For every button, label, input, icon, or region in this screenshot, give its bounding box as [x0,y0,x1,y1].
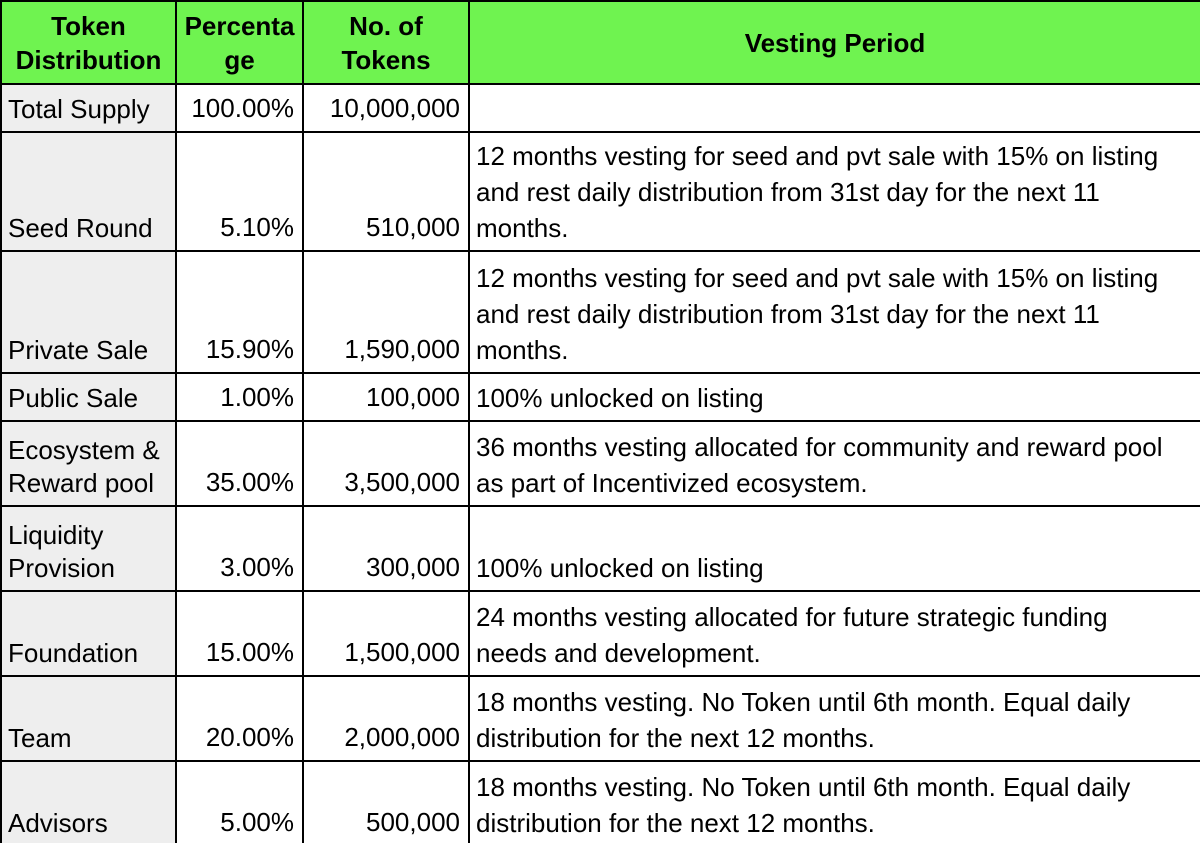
tokens-cell: 3,500,000 [302,420,470,507]
column-header-percentage: Percentage [175,0,304,85]
row-label-cell: Seed Round [0,131,177,252]
vesting-cell: 100% unlocked on listing [468,505,1200,592]
tokens-cell: 10,000,000 [302,83,470,133]
percentage-cell: 5.10% [175,131,304,252]
row-label-cell: Public Sale [0,372,177,422]
table-row: Ecosystem & Reward pool 35.00% 3,500,000 36… [0,420,1200,507]
tokens-cell: 500,000 [302,760,470,843]
table-row: Public Sale 1.00% 100,000 100% unlocked on … [0,372,1200,422]
tokens-cell: 1,500,000 [302,590,470,677]
row-label-cell: Team [0,675,177,762]
column-header-no-of-tokens: No. of Tokens [302,0,470,85]
table-row: Advisors 5.00% 500,000 18 months vesting. N… [0,760,1200,843]
row-label-cell: Ecosystem & Reward pool [0,420,177,507]
tokens-cell: 100,000 [302,372,470,422]
vesting-cell: 12 months vesting for seed and pvt sale … [468,131,1200,252]
table-row: Liquidity Provision 3.00% 300,000 100% unlo… [0,505,1200,592]
header-row: Token Distribution Percentage No. of Tok… [0,0,1200,85]
percentage-cell: 20.00% [175,675,304,762]
table-row: Team 20.00% 2,000,000 18 months vesting. No… [0,675,1200,762]
percentage-cell: 3.00% [175,505,304,592]
column-header-vesting-period: Vesting Period [468,0,1200,85]
vesting-cell: 18 months vesting. No Token until 6th mo… [468,760,1200,843]
column-header-token-distribution: Token Distribution [0,0,177,85]
percentage-cell: 1.00% [175,372,304,422]
vesting-cell [468,83,1200,133]
table-row: Seed Round 5.10% 510,000 12 months vesting … [0,131,1200,252]
row-label-cell: Liquidity Provision [0,505,177,592]
percentage-cell: 100.00% [175,83,304,133]
percentage-cell: 15.90% [175,250,304,374]
tokens-cell: 2,000,000 [302,675,470,762]
vesting-cell: 100% unlocked on listing [468,372,1200,422]
tokens-cell: 300,000 [302,505,470,592]
percentage-cell: 15.00% [175,590,304,677]
table-body: Total Supply 100.00% 10,000,000 Seed Round 5… [0,83,1200,843]
table-row: Private Sale 15.90% 1,590,000 12 months ves… [0,250,1200,374]
vesting-cell: 36 months vesting allocated for communit… [468,420,1200,507]
vesting-cell: 18 months vesting. No Token until 6th mo… [468,675,1200,762]
vesting-cell: 12 months vesting for seed and pvt sale … [468,250,1200,374]
vesting-cell: 24 months vesting allocated for future s… [468,590,1200,677]
row-label-cell: Foundation [0,590,177,677]
table-row: Foundation 15.00% 1,500,000 24 months vesti… [0,590,1200,677]
table-row: Total Supply 100.00% 10,000,000 [0,83,1200,133]
row-label-cell: Advisors [0,760,177,843]
percentage-cell: 35.00% [175,420,304,507]
row-label-cell: Private Sale [0,250,177,374]
tokens-cell: 1,590,000 [302,250,470,374]
percentage-cell: 5.00% [175,760,304,843]
row-label-cell: Total Supply [0,83,177,133]
tokens-cell: 510,000 [302,131,470,252]
